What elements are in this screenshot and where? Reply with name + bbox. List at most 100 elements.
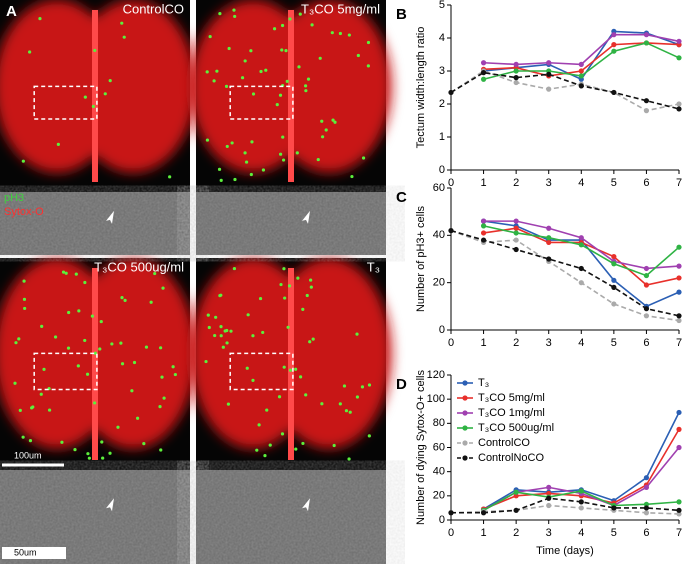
cell: [249, 49, 253, 53]
x-tick-label: 4: [578, 177, 584, 189]
data-point: [676, 55, 682, 61]
series-line: [483, 33, 680, 66]
cell: [144, 345, 149, 349]
x-tick-label: 1: [481, 177, 487, 189]
cell: [320, 402, 324, 406]
x-tick-label: 5: [611, 177, 617, 189]
cell: [244, 160, 249, 164]
y-tick-label: 80: [433, 417, 445, 429]
cell: [214, 315, 218, 319]
cell: [230, 141, 234, 145]
data-point: [546, 495, 552, 501]
cell: [40, 324, 44, 328]
cell: [316, 157, 320, 162]
y-tick-label: 20: [433, 490, 445, 502]
cell: [74, 272, 78, 276]
cell: [281, 135, 285, 139]
cell: [342, 384, 347, 388]
panel-label: C: [396, 189, 407, 206]
cell: [233, 14, 237, 19]
cell: [119, 341, 123, 345]
x-tick-label: 6: [643, 337, 649, 349]
stain-label: pH3: [4, 192, 24, 204]
cell: [251, 92, 256, 96]
cell: [99, 319, 103, 324]
cell: [321, 135, 325, 139]
cell: [249, 172, 253, 177]
cell: [122, 35, 126, 39]
cell: [265, 408, 269, 412]
y-tick-label: 1: [439, 131, 445, 143]
data-point: [676, 244, 682, 250]
x-tick-label: 5: [611, 337, 617, 349]
data-point: [676, 313, 682, 319]
zoom-noise: [196, 470, 386, 564]
cell: [286, 325, 290, 329]
data-point: [611, 301, 617, 307]
zoom-noise: [0, 192, 190, 255]
cell: [251, 378, 255, 382]
roi-box: [229, 85, 294, 120]
cell: [168, 175, 172, 179]
data-point: [578, 73, 584, 79]
data-point: [448, 89, 454, 96]
data-point: [676, 275, 682, 281]
cell: [123, 298, 127, 302]
image-title: T₃: [367, 259, 380, 274]
data-point: [513, 489, 519, 495]
data-point: [676, 507, 682, 513]
data-point: [611, 277, 617, 283]
data-point: [513, 225, 519, 231]
cell: [279, 282, 283, 287]
x-tick-label: 4: [578, 337, 584, 349]
cell: [305, 293, 309, 298]
series-line: [450, 70, 680, 112]
cell: [366, 64, 370, 68]
cell: [245, 366, 249, 370]
cell: [338, 31, 342, 36]
cell: [142, 442, 146, 446]
data-point: [578, 61, 584, 67]
series-line: [451, 497, 680, 514]
data-point: [611, 32, 617, 38]
cell: [303, 84, 308, 88]
cell: [149, 300, 153, 304]
y-tick-label: 0: [439, 164, 445, 176]
cell: [243, 59, 247, 63]
cell: [212, 79, 216, 83]
cell: [66, 346, 71, 350]
data-point: [643, 265, 650, 272]
cell: [330, 31, 334, 35]
x-tick-label: 0: [448, 337, 454, 349]
data-point: [578, 83, 584, 89]
cell: [98, 347, 102, 351]
legend-label: T₃CO 5mg/ml: [478, 392, 545, 404]
cell: [294, 447, 298, 451]
x-tick-label: 7: [676, 177, 682, 189]
cell: [295, 151, 299, 155]
cell: [272, 27, 277, 31]
y-tick-label: 100: [427, 393, 445, 405]
cell: [297, 65, 301, 69]
data-point: [546, 256, 552, 262]
data-point: [611, 261, 617, 267]
cell: [83, 95, 87, 99]
cell: [83, 280, 87, 285]
cell: [280, 23, 285, 28]
cell: [60, 440, 64, 444]
cell: [232, 8, 236, 12]
data-point: [643, 40, 650, 46]
legend-label: ControlNoCO: [478, 452, 544, 464]
data-point: [513, 507, 519, 513]
cell: [240, 76, 245, 80]
tissue-lobe: [70, 0, 196, 173]
data-point: [643, 32, 650, 38]
data-point: [578, 505, 584, 511]
cell: [160, 375, 164, 379]
data-point: [676, 38, 682, 44]
cell: [108, 451, 112, 455]
midline: [92, 10, 98, 182]
data-point: [546, 502, 552, 509]
stain-label: Sytox-O: [4, 206, 44, 218]
data-point: [513, 246, 519, 253]
